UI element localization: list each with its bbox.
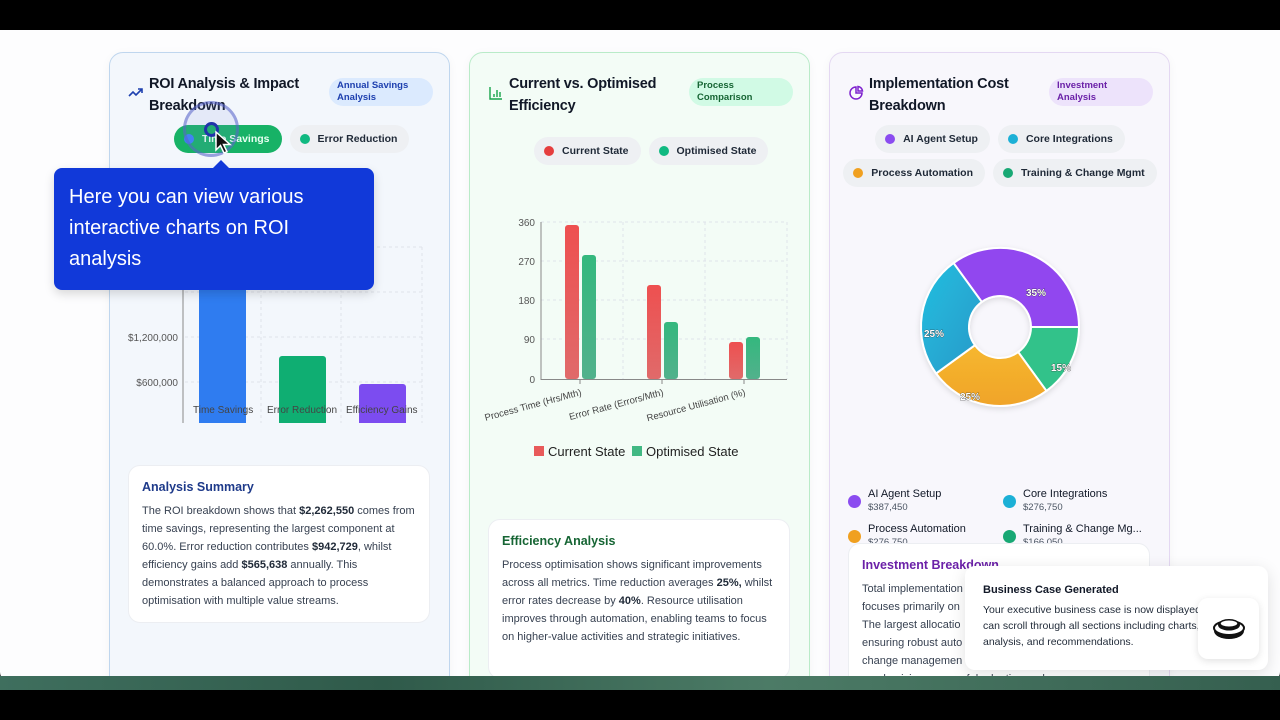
bar-resource-current [729,342,743,379]
click-indicator-dot [204,122,219,137]
ai-agent-dot-icon [885,134,896,144]
chip-error-reduction[interactable]: Error Reduction [289,125,410,153]
svg-text:$600,000: $600,000 [136,378,178,389]
efficiency-analysis-title: Efficiency Analysis [502,534,616,548]
cost-card-header: Implementation Cost Breakdown Investment… [848,73,1153,119]
legend-dot-icon [848,530,861,543]
chip-current-state[interactable]: Current State [534,137,641,165]
toast-message: Your executive business case is now disp… [983,604,1225,648]
svg-text:Current State: Current State [548,444,625,459]
analysis-summary-text: The ROI breakdown shows that $2,262,550 … [142,505,415,607]
bar-error-rate-optimised [664,322,678,379]
efficiency-bar-chart[interactable]: 360 270 180 90 0 Process Time (Hrs/Mth) … [470,203,810,473]
bar-error-rate-current [647,285,661,379]
cost-filter-chips-row1: AI Agent Setup Core Integrations [830,125,1170,153]
bar-efficiency-gains [359,384,406,423]
onboarding-tooltip: Here you can view various interactive ch… [54,160,374,290]
bar-resource-optimised [746,337,760,379]
optimised-state-dot-icon [658,146,669,156]
legend-core-integrations[interactable]: Core Integrations $276,750 [1003,487,1153,514]
efficiency-filter-chips: Current State Optimised State [534,137,769,165]
efficiency-card-header: Current vs. Optimised Efficiency Process… [488,73,793,119]
chip-core-integrations[interactable]: Core Integrations [997,125,1125,153]
legend-training-change-mgmt[interactable]: Training & Change Mg...$166,050 [1003,522,1153,549]
toast-title: Business Case Generated [983,584,1119,596]
slice-core-integrations [919,261,984,375]
chip-label: Error Reduction [317,133,398,145]
legend-dot-icon [1003,530,1016,543]
annual-savings-badge: Annual Savings Analysis [329,78,433,106]
chip-label: Current State [562,145,629,157]
chip-label: Core Integrations [1025,133,1113,145]
svg-text:$1,200,000: $1,200,000 [128,333,178,344]
cost-filter-chips-row2: Process Automation Training & Change Mgm… [830,159,1170,187]
svg-text:360: 360 [518,218,535,229]
chip-optimised-state[interactable]: Optimised State [648,137,769,165]
svg-text:25%: 25% [924,329,944,340]
chip-training-change-mgmt[interactable]: Training & Change Mgmt [993,159,1157,187]
bottom-black-bar [0,690,1280,720]
efficiency-analysis-box: Efficiency Analysis Process optimisation… [488,519,790,679]
slice-process-automation [934,343,1048,407]
analysis-summary-title: Analysis Summary [142,480,254,494]
efficiency-analysis-text: Process optimisation shows significant i… [502,559,773,643]
efficiency-chart-legend: Current State Optimised State [534,444,739,459]
svg-text:15%: 15% [1051,363,1071,374]
roi-analysis-card: ROI Analysis & Impact Breakdown Annual S… [109,52,450,682]
svg-text:0: 0 [529,375,535,386]
training-dot-icon [1003,168,1014,178]
process-comparison-badge: Process Comparison [689,78,793,106]
legend-dot-icon [848,495,861,508]
x-label: Error Reduction [267,405,338,416]
current-state-dot-icon [544,146,554,156]
top-black-bar [0,0,1280,30]
process-automation-dot-icon [853,168,864,178]
bar-error-reduction [279,356,326,423]
x-label: Efficiency Gains [346,405,418,416]
x-label: Time Savings [193,405,254,416]
svg-text:35%: 35% [1026,288,1046,299]
business-case-page: ROI Analysis & Impact Breakdown Annual S… [0,30,1280,682]
chip-ai-agent-setup[interactable]: AI Agent Setup [875,125,990,153]
bar-chart-icon [489,87,502,100]
mouse-cursor-icon [215,130,232,154]
cost-card-title: Implementation Cost Breakdown [869,76,1009,114]
chip-label: AI Agent Setup [903,133,978,145]
legend-process-automation[interactable]: Process Automation$276,750 [848,522,1003,549]
bar-process-time-current [565,225,579,379]
efficiency-card: Current vs. Optimised Efficiency Process… [469,52,810,682]
chip-label: Training & Change Mgmt [1021,167,1145,179]
chip-process-automation[interactable]: Process Automation [843,159,986,187]
bar-process-time-optimised [582,255,596,379]
desktop-wallpaper-strip [0,676,1280,690]
svg-text:180: 180 [518,296,535,307]
analysis-summary-box: Analysis Summary The ROI breakdown shows… [128,465,430,623]
button-puck-icon [1212,618,1245,639]
chip-label: Optimised State [676,145,757,157]
roi-bar-chart[interactable]: $1,200,000 $600,000 $0 [110,203,450,423]
chip-label: Process Automation [871,167,974,179]
investment-breakdown-title: Investment Breakdown [862,558,999,572]
bar-time-savings [199,257,246,423]
efficiency-card-title: Current vs. Optimised Efficiency [509,76,657,114]
roi-card-header: ROI Analysis & Impact Breakdown Annual S… [128,73,433,119]
cost-legend: AI Agent Setup $387,450 Core Integrations… [848,487,1153,549]
legend-ai-agent-setup[interactable]: AI Agent Setup $387,450 [848,487,1003,514]
trend-up-icon [128,88,143,97]
error-reduction-dot-icon [299,134,310,144]
svg-text:Process Time (Hrs/Mth): Process Time (Hrs/Mth) [484,387,583,423]
core-integrations-dot-icon [1007,134,1018,144]
cost-donut-chart[interactable]: 35% 25% 25% 15% [910,235,1090,415]
svg-text:25%: 25% [960,392,980,403]
slice-ai-agent-setup [952,246,1081,328]
svg-text:270: 270 [518,257,535,268]
svg-text:Optimised State: Optimised State [646,444,739,459]
pie-chart-icon [849,85,864,100]
legend-dot-icon [1003,495,1016,508]
svg-text:90: 90 [524,335,536,346]
toast-action-button[interactable] [1198,598,1259,659]
investment-analysis-badge: Investment Analysis [1049,78,1153,106]
